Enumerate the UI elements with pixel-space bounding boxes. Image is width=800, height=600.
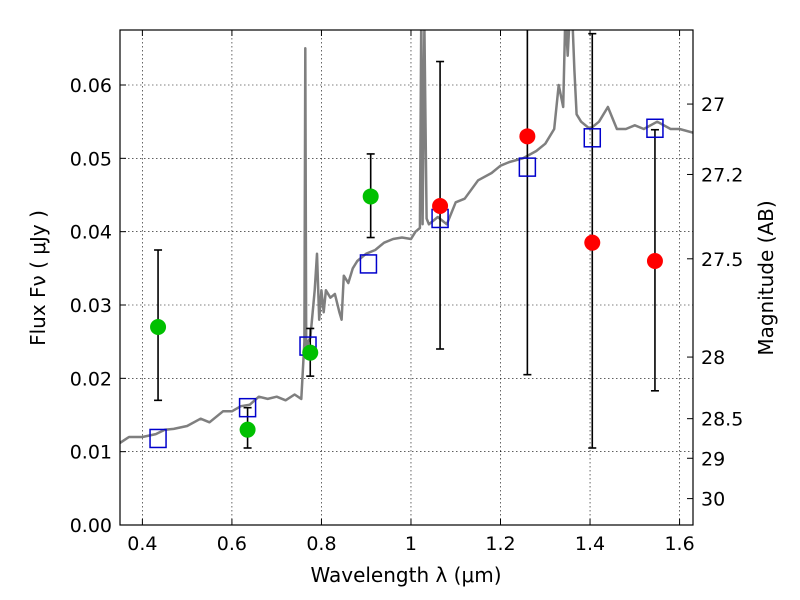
y-axis-title: Flux Fν ( μJy ) — [26, 210, 50, 346]
right-tick-label: 27.2 — [701, 164, 743, 186]
x-axis-title: Wavelength λ (μm) — [310, 563, 501, 587]
detection-point — [239, 421, 256, 438]
y-tick-label: 0.03 — [70, 295, 112, 317]
model-box-marker — [518, 157, 537, 177]
right-tick-label: 29 — [701, 448, 725, 470]
plot-frame — [119, 29, 694, 526]
model-box-marker — [149, 428, 167, 449]
x-tick-label: 1.4 — [575, 533, 605, 555]
non-detection-point — [646, 253, 663, 269]
right-axis-title: Magnitude (AB) — [754, 200, 778, 355]
model-box-marker — [646, 118, 664, 139]
right-axis-ticks: 27 27.2 27.5 28 28.5 29 30 — [687, 94, 743, 511]
model-points — [149, 118, 664, 449]
right-tick-label: 30 — [701, 489, 725, 511]
x-tick-label: 0.4 — [127, 533, 157, 555]
x-tick-label: 0.8 — [306, 533, 336, 555]
model-box-marker — [238, 397, 257, 418]
x-tick-label: 0.6 — [217, 533, 247, 555]
y-tick-label: 0.05 — [70, 148, 112, 170]
right-tick-label: 27.5 — [701, 249, 743, 271]
right-tick-label: 28.5 — [701, 409, 743, 431]
x-tick-label: 1.2 — [485, 533, 515, 555]
measured-points — [150, 128, 663, 438]
y-axis-ticks: 0.00 0.01 0.02 0.03 0.04 0.05 0.06 — [70, 75, 126, 537]
detection-point — [302, 344, 319, 361]
y-tick-label: 0.04 — [70, 222, 112, 244]
detection-point — [150, 319, 167, 335]
sed-spectrum-line — [120, 30, 693, 444]
detection-point — [362, 188, 379, 205]
y-tick-label: 0.06 — [70, 75, 112, 97]
right-tick-label: 27 — [701, 94, 725, 116]
sed-spectrum-group — [120, 30, 693, 444]
non-detection-point — [519, 128, 536, 145]
model-box-marker — [359, 254, 378, 274]
x-tick-label: 1.6 — [664, 533, 694, 555]
y-tick-label: 0.00 — [70, 515, 112, 537]
right-tick-label: 28 — [701, 347, 725, 369]
x-tick-label: 1 — [405, 533, 417, 555]
plot-background — [120, 30, 693, 525]
non-detection-point — [432, 198, 449, 214]
x-axis-ticks: 0.4 0.6 0.8 1 1.2 1.4 1.6 — [127, 30, 695, 555]
y-tick-label: 0.02 — [70, 368, 112, 390]
model-box-marker — [583, 128, 602, 148]
y-tick-label: 0.01 — [70, 442, 112, 464]
non-detection-point — [584, 234, 601, 251]
